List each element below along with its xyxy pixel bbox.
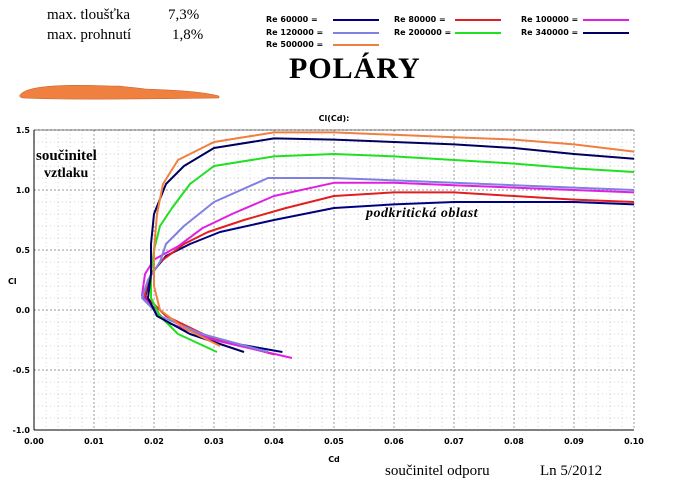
x-tick-label: 0.04 (264, 437, 284, 446)
legend-line-re80000 (455, 19, 501, 21)
lift-label-line2: vztlaku (44, 166, 89, 181)
legend-label-re200000: Re 200000 = (394, 28, 452, 37)
chart-series (141, 131, 635, 359)
chart-title: Cl(Cd): (319, 114, 350, 123)
drag-label: součinitel odporu (385, 463, 490, 479)
camber-label: max. prohnutí (47, 27, 132, 43)
camber-value: 1,8% (172, 27, 204, 43)
thickness-value: 7,3% (168, 7, 200, 23)
x-tick-label: 0.01 (84, 437, 104, 446)
subcritical-annotation: podkritická oblast (366, 206, 479, 221)
x-tick-label: 0.09 (564, 437, 584, 446)
legend-line-re60000 (333, 19, 379, 21)
series-line-3 (141, 177, 635, 353)
y-axis-label: Cl (8, 277, 17, 286)
y-tick-label: -0.5 (13, 366, 31, 375)
legend-line-re200000 (455, 32, 501, 34)
x-tick-label: 0.02 (144, 437, 164, 446)
x-tick-label: 0.08 (504, 437, 524, 446)
chart-labels: 0.00 0.01 0.02 0.03 0.04 0.05 0.06 0.07 0.08 0.09… (8, 114, 644, 464)
page-title: POLÁRY (289, 52, 421, 85)
legend-line-re340000 (583, 32, 629, 34)
credit-label: Ln 5/2012 (540, 463, 603, 479)
chart-grid (33, 129, 635, 431)
legend-label-re60000: Re 60000 = (266, 15, 318, 24)
legend-label-re100000: Re 100000 = (521, 15, 579, 24)
y-tick-label: -1.0 (13, 426, 31, 435)
x-axis-label: Cd (328, 455, 340, 464)
legend-label-re120000: Re 120000 = (266, 28, 324, 37)
x-tick-label: 0.07 (444, 437, 464, 446)
x-tick-label: 0.00 (24, 437, 44, 446)
y-tick-label: 1.5 (16, 126, 31, 135)
y-tick-label: 1.0 (16, 186, 31, 195)
x-tick-label: 0.06 (384, 437, 404, 446)
thickness-label: max. tloušťka (47, 7, 131, 23)
lift-label-line1: součinitel (36, 148, 97, 164)
legend-line-re500000 (333, 44, 379, 46)
x-tick-label: 0.03 (204, 437, 224, 446)
y-tick-label: 0.5 (16, 246, 31, 255)
series-line-5 (147, 137, 635, 353)
legend-line-re120000 (333, 32, 379, 34)
chart-axes (33, 129, 634, 431)
series-line-0 (144, 201, 635, 353)
legend-label-re500000: Re 500000 = (266, 40, 324, 49)
y-tick-label: 0.0 (16, 306, 31, 315)
legend-label-re340000: Re 340000 = (521, 28, 579, 37)
x-tick-label: 0.05 (324, 437, 344, 446)
legend-line-re100000 (583, 19, 629, 21)
series-line-6 (153, 131, 635, 347)
series-line-4 (150, 153, 635, 353)
x-tick-label: 0.10 (624, 437, 644, 446)
legend-label-re80000: Re 80000 = (394, 15, 446, 24)
